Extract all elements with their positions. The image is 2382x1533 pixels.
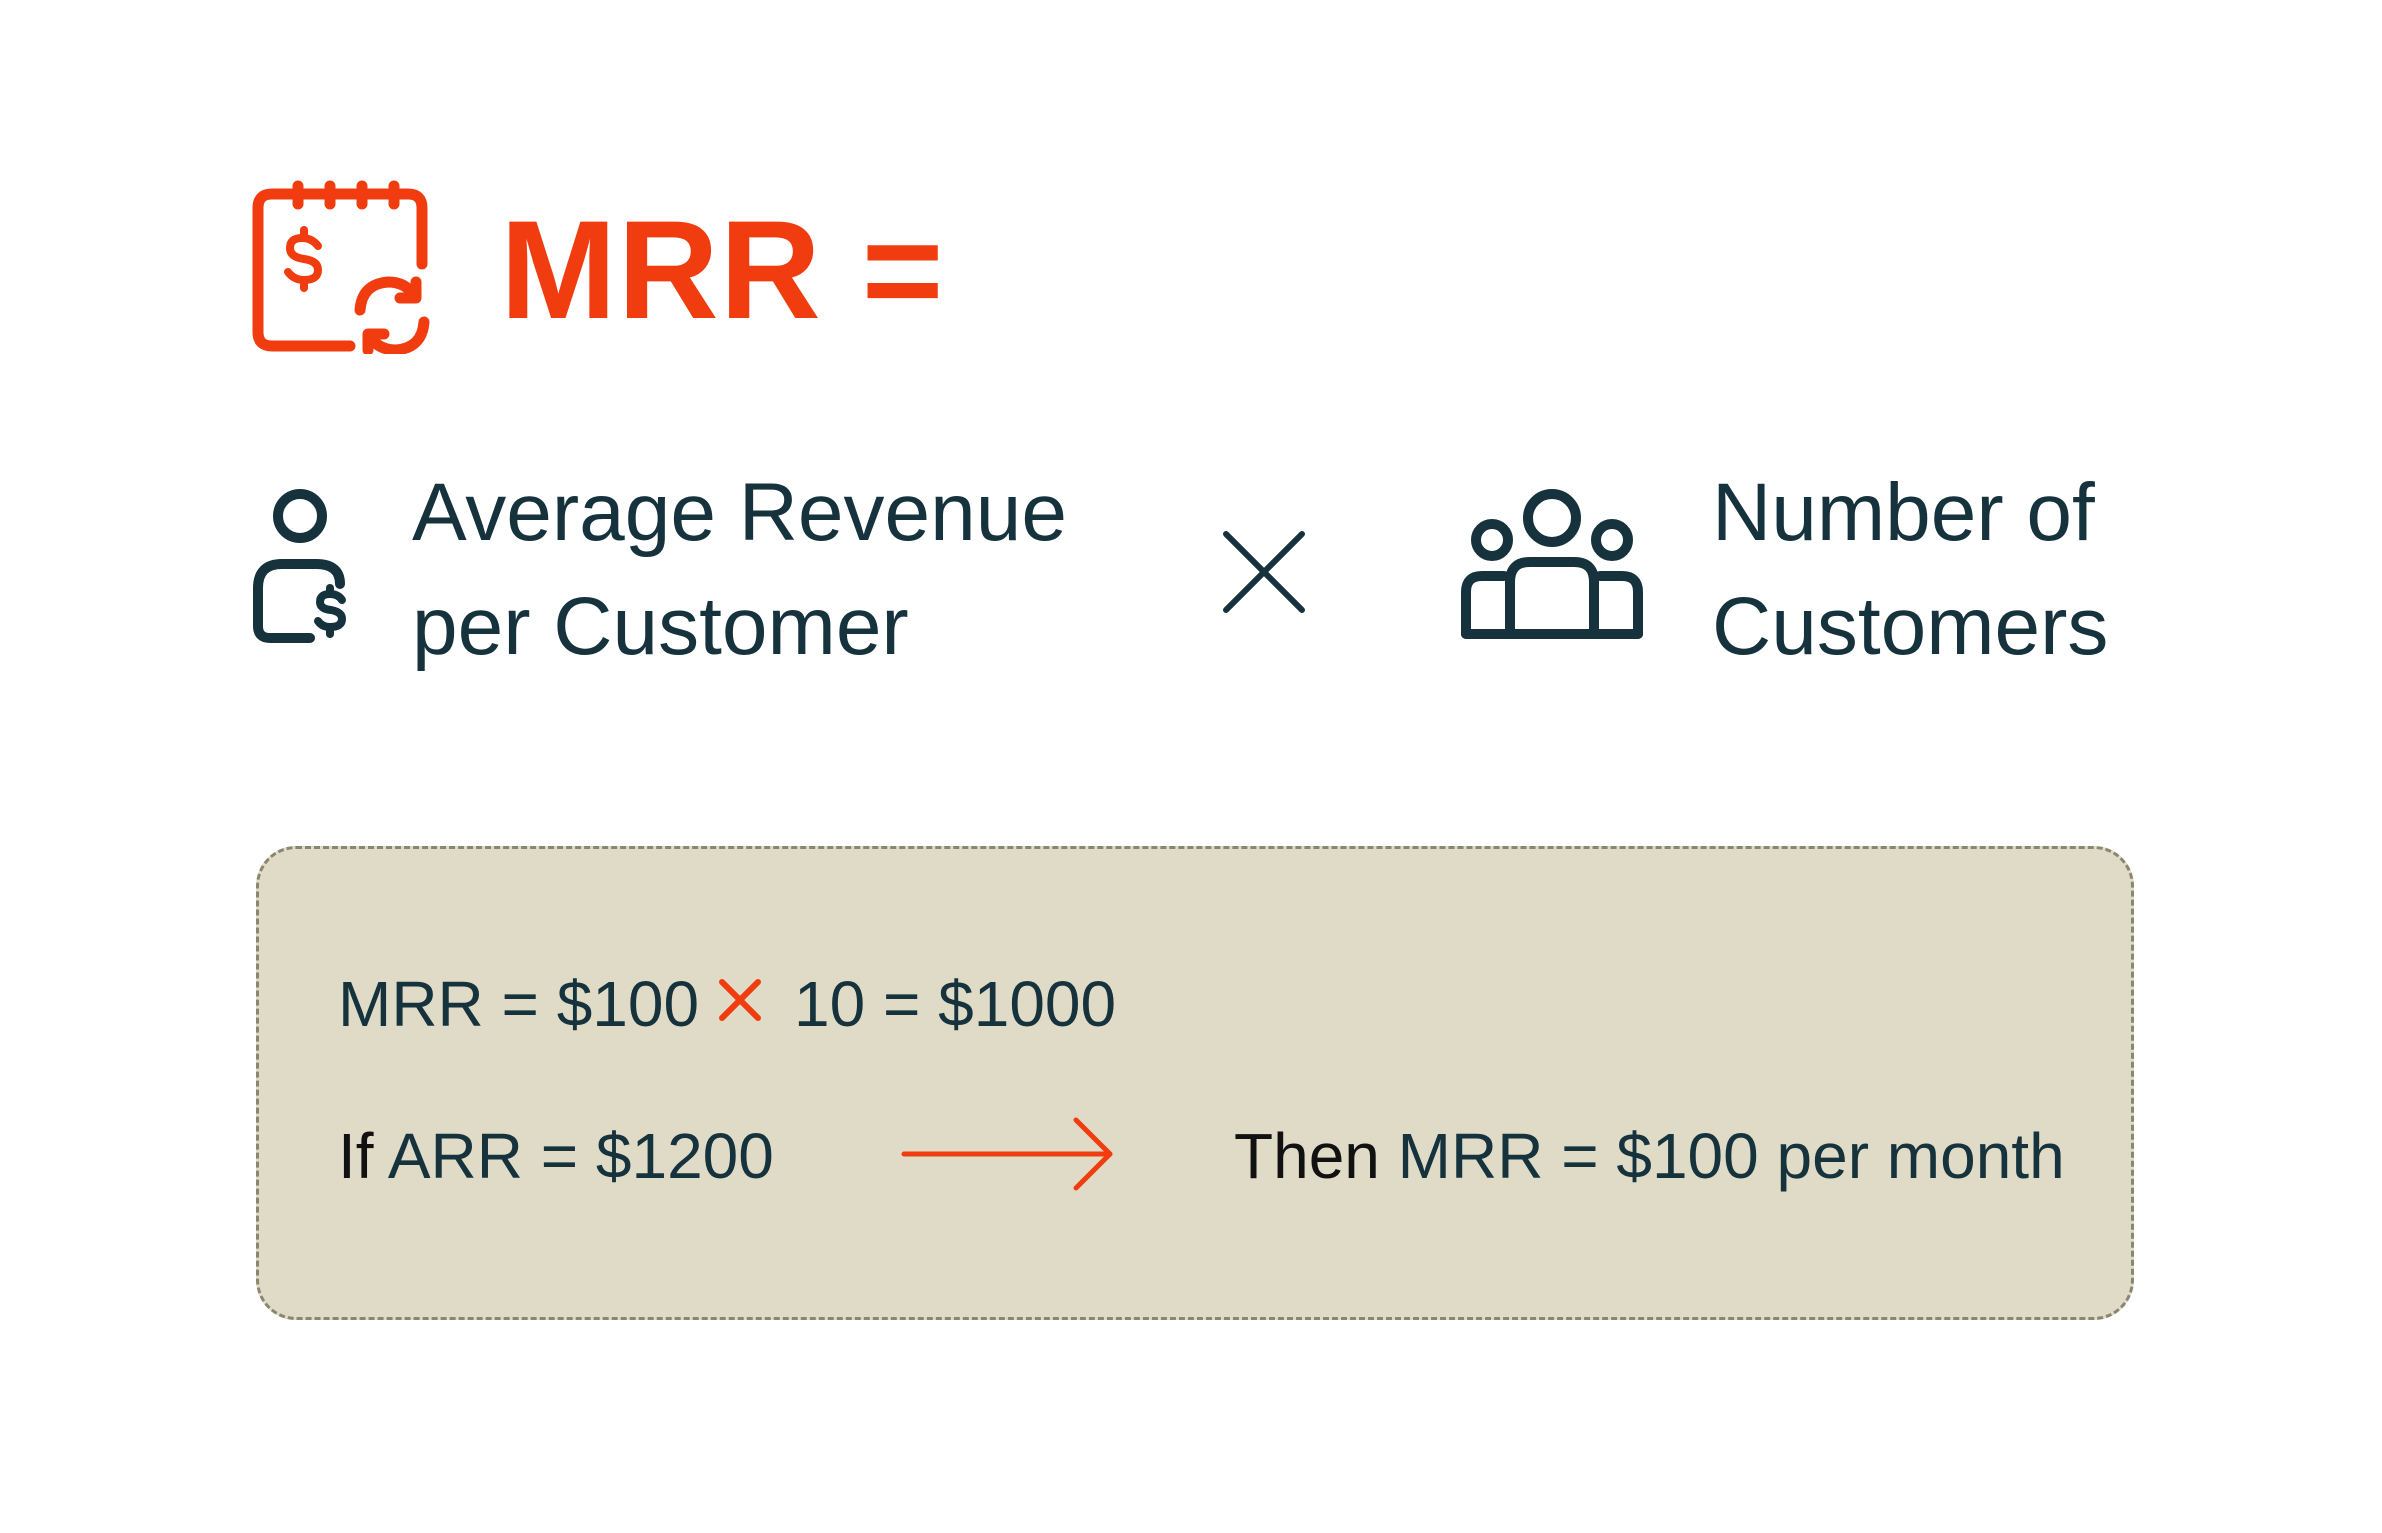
example-line1-left: MRR = $100 [338, 968, 700, 1040]
multiply-icon [712, 968, 768, 1030]
average-revenue-per-customer-label: Average Revenue per Customer [412, 456, 1067, 684]
customers-line2: Customers [1712, 581, 2109, 672]
example-box [256, 846, 2134, 1320]
number-of-customers-label: Number of Customers [1712, 456, 2108, 684]
group-of-people-icon [1458, 488, 1646, 644]
customers-line1: Number of [1712, 467, 2095, 558]
example-line2-then: Then MRR = $100 per month [1234, 1124, 2065, 1188]
if-rest: ARR = $1200 [387, 1120, 774, 1192]
then-word: Then [1234, 1120, 1380, 1192]
arrow-right-icon [900, 1116, 1116, 1192]
then-rest: MRR = $100 per month [1397, 1120, 2065, 1192]
arpc-line1: Average Revenue [412, 467, 1067, 558]
multiply-icon [1216, 524, 1312, 620]
if-word: If [338, 1120, 374, 1192]
person-dollar-icon [250, 488, 350, 648]
example-line2-if: If ARR = $1200 [338, 1124, 774, 1188]
formula-title: MRR = [500, 191, 945, 348]
calendar-dollar-recurring-icon [250, 180, 434, 356]
arpc-line2: per Customer [412, 581, 909, 672]
example-line1-right: 10 = $1000 [794, 968, 1117, 1040]
